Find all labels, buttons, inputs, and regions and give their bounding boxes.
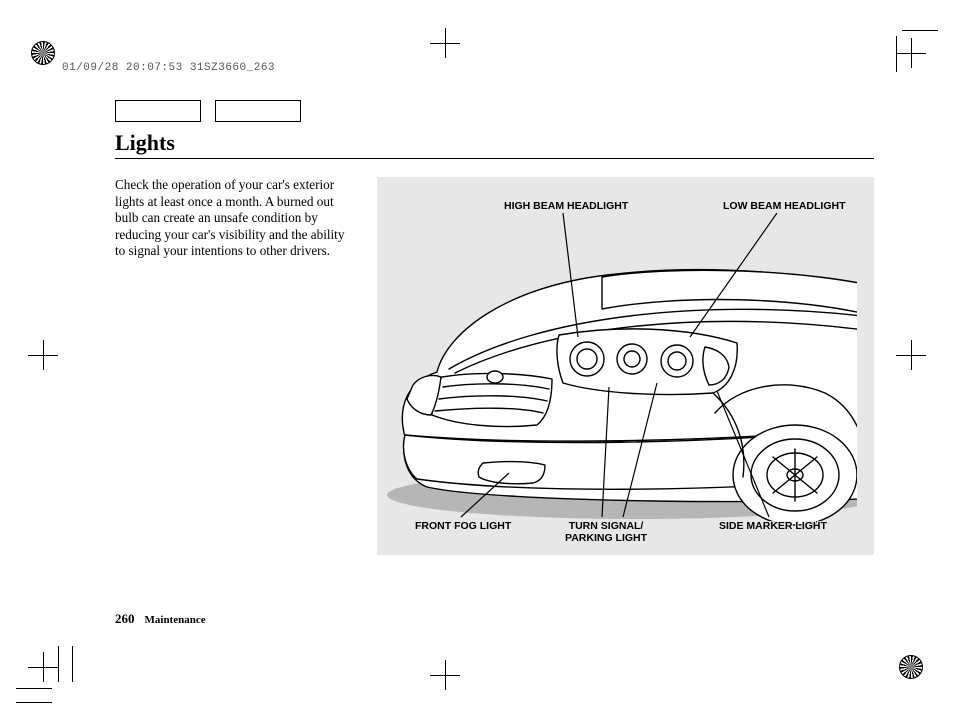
footer: 260 Maintenance <box>115 610 206 628</box>
reg-mark-top-left <box>28 38 58 68</box>
section-name: Maintenance <box>145 614 206 626</box>
reg-mark-mid-left <box>28 340 58 370</box>
label-front-fog: FRONT FOG LIGHT <box>415 521 511 533</box>
label-low-beam: LOW BEAM HEADLIGHT <box>723 201 846 213</box>
reg-mark-top-center <box>430 28 460 58</box>
nav-box-next[interactable] <box>215 100 301 122</box>
nav-box-prev[interactable] <box>115 100 201 122</box>
label-turn-signal: TURN SIGNAL/PARKING LIGHT <box>565 521 647 544</box>
page-body: Lights Check the operation of your car's… <box>115 100 874 555</box>
car-lights-diagram: HIGH BEAM HEADLIGHT LOW BEAM HEADLIGHT F… <box>377 177 874 555</box>
reg-mark-top-right <box>896 38 926 68</box>
title-row: Lights <box>115 130 874 159</box>
label-high-beam: HIGH BEAM HEADLIGHT <box>504 201 628 213</box>
leader-lines <box>377 177 857 555</box>
header-stamp: 01/09/28 20:07:53 31SZ3660_263 <box>62 62 275 74</box>
reg-mark-bottom-right <box>896 652 926 682</box>
page-number: 260 <box>115 611 135 626</box>
body-paragraph: Check the operation of your car's exteri… <box>115 177 357 555</box>
label-side-marker: SIDE MARKER LIGHT <box>719 521 827 533</box>
reg-mark-mid-right <box>896 340 926 370</box>
reg-mark-bottom-left <box>28 652 58 682</box>
page-title: Lights <box>115 130 874 156</box>
nav-boxes <box>115 100 874 122</box>
reg-mark-bottom-center <box>430 660 460 690</box>
